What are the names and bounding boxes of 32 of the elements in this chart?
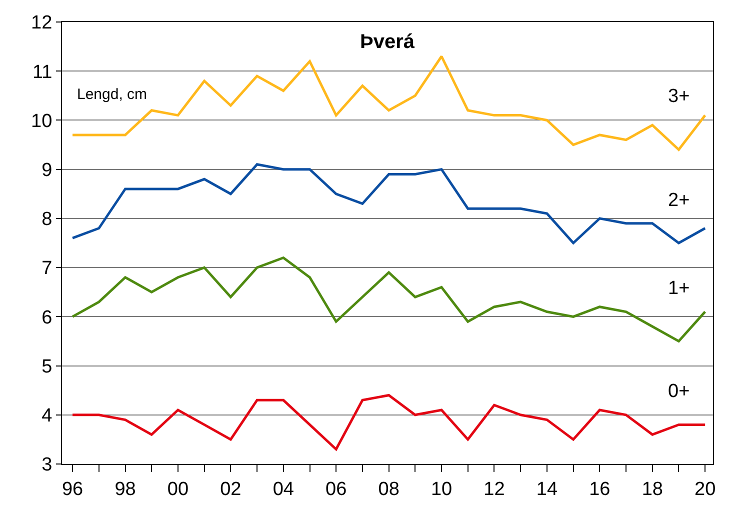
y-tick-label: 11 <box>32 62 52 83</box>
y-tick-label: 3 <box>42 454 52 476</box>
annotation: Lengd, cm <box>77 86 148 103</box>
y-tick-label: 12 <box>31 12 52 34</box>
x-tick-label: 18 <box>642 478 663 500</box>
line-series <box>71 163 706 244</box>
y-tick-label: 5 <box>42 356 52 378</box>
x-tick-label: 16 <box>589 478 610 500</box>
text: Þverá <box>360 31 416 53</box>
series-label: 3+ <box>668 86 690 107</box>
y-tick-label: 10 <box>31 110 52 132</box>
y-tick-label: 6 <box>42 307 52 328</box>
x-tick-label: 96 <box>62 478 84 500</box>
y-tick-label: 7 <box>42 258 52 280</box>
x-tick-label: 02 <box>220 478 242 500</box>
x-tick-label: 98 <box>114 478 136 500</box>
x-tick-label: 12 <box>484 478 505 500</box>
x-tick-label: 06 <box>326 478 347 500</box>
series-label: 2+ <box>668 190 690 211</box>
x-tick-label: 10 <box>430 478 452 500</box>
line-series <box>71 55 706 151</box>
line-series <box>71 256 706 342</box>
y-tick-label: 9 <box>42 160 52 181</box>
x-tick-label: 20 <box>694 478 716 500</box>
series-label: 1+ <box>668 278 690 299</box>
series-label: 0+ <box>668 381 690 402</box>
y-tick-label: 8 <box>42 209 52 230</box>
x-tick-label: 08 <box>378 478 400 500</box>
x-tick-label: 04 <box>272 478 294 500</box>
x-tick-label: 14 <box>536 478 558 500</box>
y-tick-label: 4 <box>42 406 53 427</box>
x-tick-label: 00 <box>167 478 189 500</box>
